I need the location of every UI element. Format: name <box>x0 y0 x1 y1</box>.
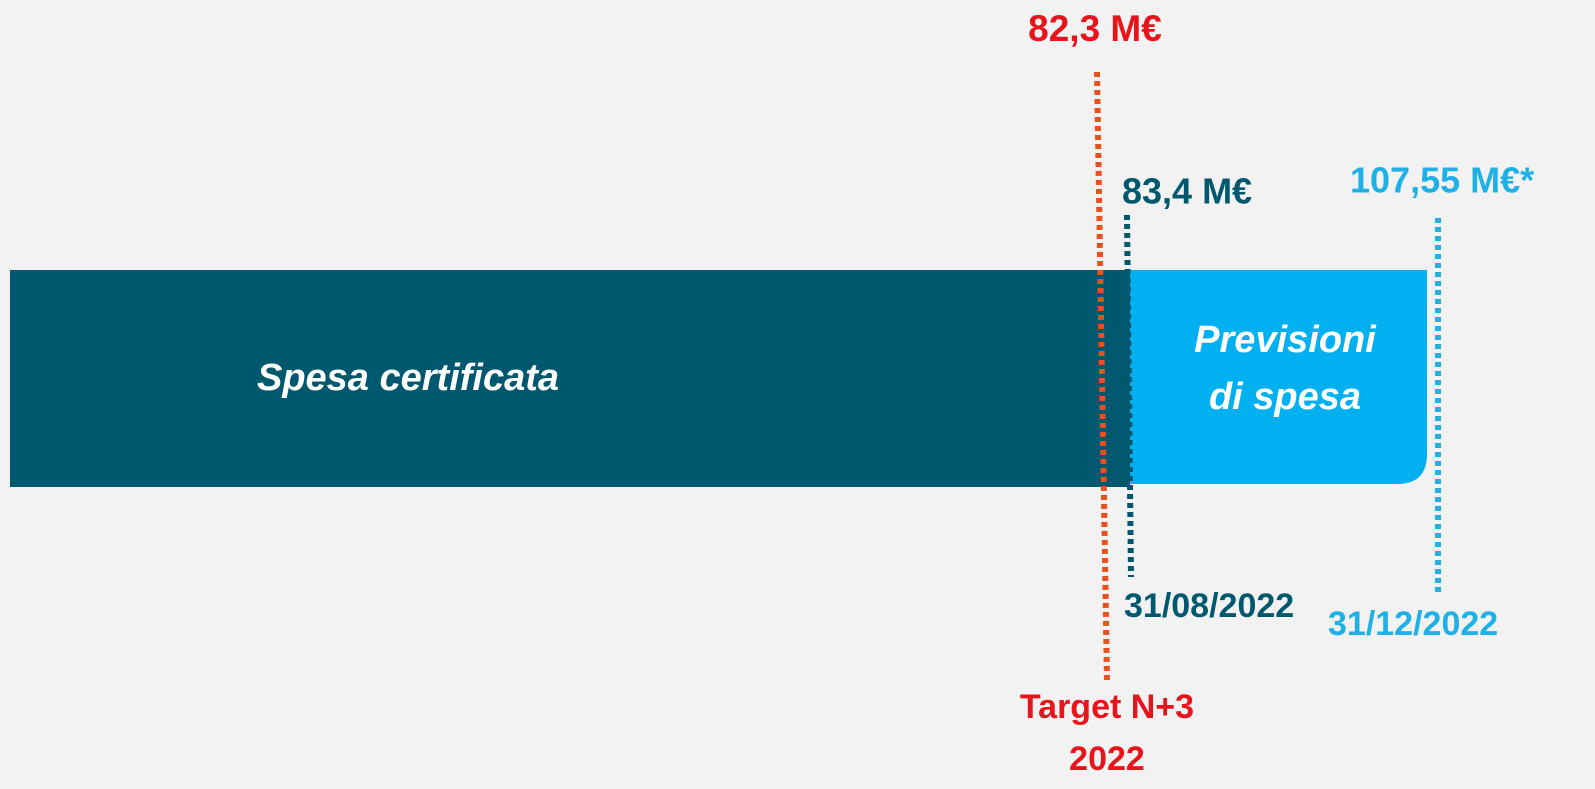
certified-date: 31/08/2022 <box>1124 587 1294 625</box>
target-label: 2022 <box>1069 740 1145 778</box>
certified-line <box>1124 214 1134 578</box>
bar-label: Spesa certificata <box>257 357 559 399</box>
forecast-bar <box>1130 270 1427 484</box>
bar-label: Previsioni <box>1194 319 1377 361</box>
target-value: 82,3 M€ <box>1028 8 1162 49</box>
certified-value: 83,4 M€ <box>1122 171 1252 212</box>
certified-bar <box>10 270 1130 487</box>
forecast-date: 31/12/2022 <box>1328 605 1498 643</box>
target-line <box>1094 71 1110 681</box>
forecast-value: 107,55 M€* <box>1350 160 1534 201</box>
bar-label: di spesa <box>1209 376 1361 418</box>
target-label: Target N+3 <box>1020 688 1194 726</box>
